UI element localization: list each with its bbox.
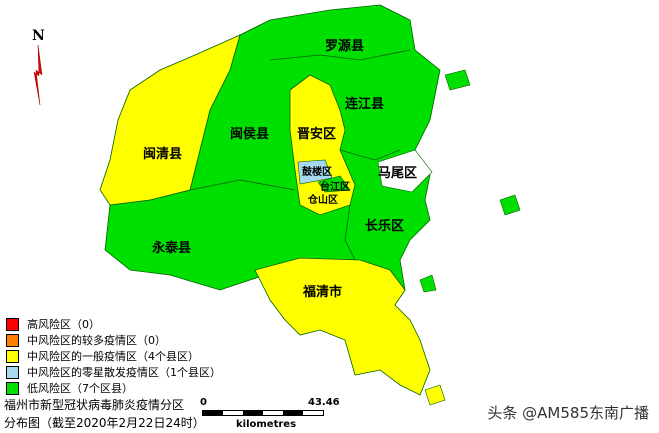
- border: [269, 49, 411, 61]
- label-minqing: 闽清县: [143, 146, 182, 162]
- map-title: 福州市新型冠状病毒肺炎疫情分区 分布图（截至2020年2月22日24时）: [4, 396, 205, 432]
- island: [424, 384, 446, 406]
- legend-swatch: [6, 317, 19, 331]
- island: [499, 194, 521, 216]
- region-taijiang: [317, 175, 351, 193]
- border: [344, 204, 356, 261]
- legend-label: 低风险区（7个区县）: [27, 382, 133, 395]
- label-minhou: 闽侯县: [230, 126, 269, 142]
- legend-swatch: [6, 333, 19, 347]
- legend-item: 高风险区（0）: [6, 316, 221, 332]
- title-line-1: 福州市新型冠状病毒肺炎疫情分区: [4, 398, 185, 412]
- legend-item: 中风险区的一般疫情区（4个县区）: [6, 348, 221, 364]
- region-fuqing: [254, 257, 431, 396]
- label-fuqing: 福清市: [302, 284, 342, 300]
- scale-unit: kilometres: [236, 419, 297, 430]
- label-cangshan: 仓山区: [307, 193, 338, 206]
- north-arrow-icon: [33, 44, 43, 106]
- legend-label: 中风险区的零星散发疫情区（1个县区）: [27, 366, 221, 379]
- legend-label: 中风险区的较多疫情区（0）: [27, 334, 166, 347]
- label-lianjiang: 连江县: [345, 96, 384, 112]
- label-yongtai: 永泰县: [151, 240, 191, 256]
- legend-label: 中风险区的一般疫情区（4个县区）: [27, 350, 199, 363]
- border: [339, 149, 401, 161]
- label-changle: 长乐区: [365, 218, 404, 234]
- title-line-2: 分布图（截至2020年2月22日24时）: [4, 416, 205, 430]
- legend-swatch: [6, 381, 19, 395]
- legend: 高风险区（0） 中风险区的较多疫情区（0） 中风险区的一般疫情区（4个县区） 中…: [6, 316, 221, 396]
- island: [419, 274, 437, 293]
- label-jinan: 晋安区: [297, 126, 336, 142]
- scale-start: 0: [200, 397, 207, 408]
- label-gulou: 鼓楼区: [302, 165, 332, 178]
- legend-swatch: [6, 349, 19, 363]
- legend-item: 中风险区的较多疫情区（0）: [6, 332, 221, 348]
- watermark: 头条 @AM585东南广播: [487, 404, 649, 422]
- legend-swatch: [6, 365, 19, 379]
- label-mawei: 马尾区: [378, 166, 417, 181]
- river: [377, 149, 433, 193]
- label-taijiang: 台江区: [320, 180, 350, 193]
- scale-bar-graphic: [202, 410, 324, 416]
- region-minqing: [99, 34, 241, 206]
- scale-end: 43.46: [308, 397, 340, 408]
- legend-label: 高风险区（0）: [27, 318, 100, 331]
- island: [444, 69, 471, 91]
- border: [189, 179, 296, 191]
- label-luoyuan: 罗源县: [325, 38, 364, 54]
- legend-item: 低风险区（7个区县）: [6, 380, 221, 396]
- legend-item: 中风险区的零星散发疫情区（1个县区）: [6, 364, 221, 380]
- north-label: N: [32, 28, 45, 44]
